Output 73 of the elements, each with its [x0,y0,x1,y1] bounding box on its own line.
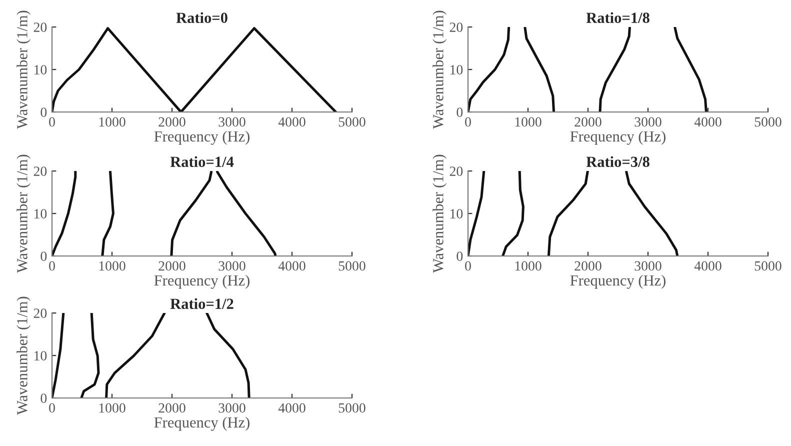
x-tick-label: 2000 [574,261,602,271]
y-tick-label: 0 [40,394,47,403]
y-tick-label: 10 [450,65,463,74]
line-series [216,171,277,256]
y-tick-label: 20 [34,308,47,318]
x-tick-label: 1000 [515,261,542,271]
x-tick-label: 1000 [99,261,126,271]
y-tick-label: 10 [450,209,463,218]
line-series [101,171,114,256]
x-tick-label: 3000 [634,261,662,271]
x-tick-label: 5000 [338,403,366,413]
x-tick-label: 0 [49,261,55,271]
x-tick-label: 0 [465,117,471,127]
chart-title: Ratio=0 [176,12,228,23]
x-tick-label: 0 [465,261,471,271]
x-tick-label: 5000 [754,117,782,127]
x-tick-label: 4000 [694,261,722,271]
x-axis-title: Frequency (Hz) [154,274,250,289]
line-series [625,171,679,256]
x-tick-label: 3000 [218,261,246,271]
y-tick-label: 0 [456,108,463,117]
x-tick-label: 2000 [574,117,602,127]
line-series [80,313,100,398]
line-series [598,27,631,112]
x-tick-label: 0 [49,403,55,413]
x-tick-label: 5000 [338,261,366,271]
x-tick-label: 5000 [754,261,782,271]
x-axis-title: Frequency (Hz) [154,130,250,145]
x-tick-label: 2000 [158,403,186,413]
y-tick-label: 0 [456,252,463,261]
y-tick-label: 20 [34,22,47,32]
y-tick-label: 0 [40,252,47,261]
x-axis-title: Frequency (Hz) [154,416,250,431]
y-axis-title: Wavenumber (1/m) [16,154,30,273]
chart-title: Ratio=1/4 [170,156,234,167]
y-axis-title: Wavenumber (1/m) [432,154,446,273]
y-tick-label: 20 [450,166,463,176]
line-series [547,171,589,256]
x-tick-label: 2000 [158,117,186,127]
y-tick-label: 10 [34,209,47,218]
line-series [206,313,250,398]
x-tick-label: 3000 [634,117,662,127]
x-tick-label: 4000 [278,261,306,271]
line-series [674,27,708,112]
y-tick-label: 10 [34,351,47,360]
x-tick-label: 5000 [338,117,366,127]
x-tick-label: 1000 [99,117,126,127]
x-axis-title: Frequency (Hz) [570,130,666,145]
x-tick-label: 2000 [158,261,186,271]
line-series [105,313,166,398]
line-series [170,171,213,256]
x-tick-label: 3000 [218,117,246,127]
line-series [502,171,524,256]
line-series [52,27,338,112]
x-tick-label: 0 [49,117,55,127]
chart-title: Ratio=1/8 [586,12,650,23]
chart-title: Ratio=1/2 [170,298,234,309]
x-tick-label: 3000 [218,403,246,413]
x-tick-label: 4000 [278,117,306,127]
x-axis-title: Frequency (Hz) [570,274,666,289]
y-axis-title: Wavenumber (1/m) [16,10,30,129]
x-tick-label: 4000 [694,117,722,127]
y-tick-label: 20 [450,22,463,32]
line-series [524,27,556,112]
y-axis-title: Wavenumber (1/m) [432,10,446,129]
y-tick-label: 0 [40,108,47,117]
y-axis-title: Wavenumber (1/m) [16,296,30,415]
x-tick-label: 1000 [515,117,542,127]
y-tick-label: 20 [34,166,47,176]
y-tick-label: 10 [34,65,47,74]
x-tick-label: 4000 [278,403,306,413]
x-tick-label: 1000 [99,403,126,413]
chart-title: Ratio=3/8 [586,156,650,167]
